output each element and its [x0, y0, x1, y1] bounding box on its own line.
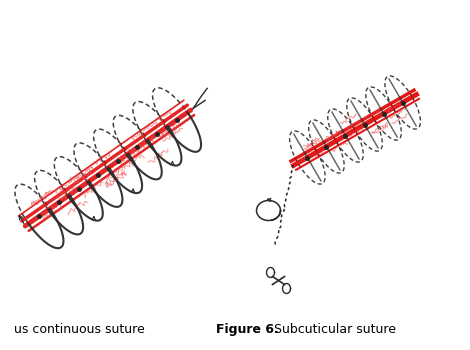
- Text: Subcuticular suture: Subcuticular suture: [270, 323, 396, 336]
- Text: Figure 6.: Figure 6.: [216, 323, 279, 336]
- Text: us continuous suture: us continuous suture: [14, 323, 145, 336]
